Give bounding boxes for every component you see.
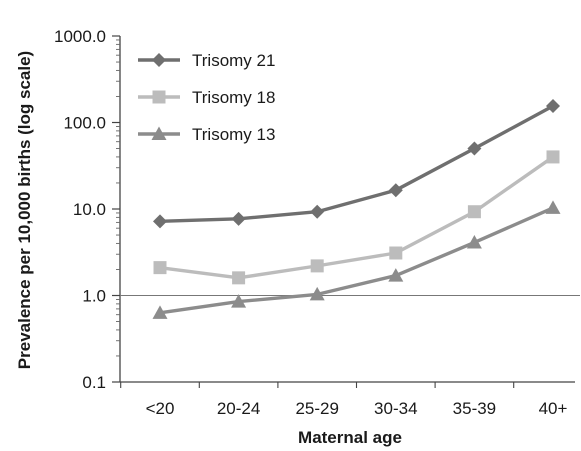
x-tick-label: 25-29 xyxy=(295,399,338,418)
x-tick-label: 35-39 xyxy=(453,399,496,418)
x-tick-label: <20 xyxy=(146,399,175,418)
square-marker xyxy=(546,150,560,164)
triangle-marker xyxy=(309,286,325,301)
x-tick-label: 30-34 xyxy=(374,399,417,418)
square-marker xyxy=(152,90,166,104)
axes xyxy=(119,36,580,383)
series-trisomy-21 xyxy=(153,99,560,229)
y-tick-label: 100.0 xyxy=(63,114,106,133)
x-axis-title: Maternal age xyxy=(298,428,402,447)
legend-item: Trisomy 21 xyxy=(138,51,275,70)
triangle-marker xyxy=(388,268,404,282)
triangle-marker xyxy=(152,305,168,319)
y-ticks: 0.1 1.0 10.0 100.0 1000.0 xyxy=(54,27,120,392)
diamond-marker xyxy=(231,211,246,226)
legend: Trisomy 21 Trisomy 18 Trisomy 13 xyxy=(138,51,275,144)
legend-label: Trisomy 18 xyxy=(192,88,275,107)
square-marker xyxy=(389,246,403,260)
y-tick-label: 1000.0 xyxy=(54,27,106,46)
diamond-marker xyxy=(467,141,482,156)
y-tick-label: 1.0 xyxy=(82,287,106,306)
square-marker xyxy=(232,271,246,285)
diamond-marker xyxy=(153,214,167,229)
diamond-marker xyxy=(388,183,403,198)
square-marker xyxy=(153,261,167,275)
triangle-marker xyxy=(466,234,482,249)
diamond-marker xyxy=(152,53,166,67)
x-ticks: <20 20-24 25-29 30-34 35-39 40+ xyxy=(120,382,568,418)
series-line xyxy=(159,104,554,224)
square-marker xyxy=(310,259,324,273)
series-line xyxy=(159,206,554,315)
triangle-marker xyxy=(151,126,167,140)
x-tick-label: 40+ xyxy=(539,399,568,418)
legend-label: Trisomy 13 xyxy=(192,125,275,144)
series-lines xyxy=(152,99,561,319)
triangle-marker xyxy=(545,200,561,214)
diamond-marker xyxy=(546,99,560,114)
legend-label: Trisomy 21 xyxy=(192,51,275,70)
x-tick-label: 20-24 xyxy=(217,399,260,418)
series-trisomy-13 xyxy=(152,200,561,319)
diamond-marker xyxy=(310,204,325,219)
y-axis-title: Prevalence per 10,000 births (log scale) xyxy=(15,51,34,369)
square-marker xyxy=(467,205,481,219)
y-tick-label: 0.1 xyxy=(82,373,106,392)
series-line xyxy=(159,155,554,280)
triangle-marker xyxy=(231,294,247,308)
y-tick-label: 10.0 xyxy=(73,200,106,219)
legend-item: Trisomy 13 xyxy=(138,125,275,144)
series-trisomy-18 xyxy=(153,150,560,285)
legend-item: Trisomy 18 xyxy=(138,88,275,107)
